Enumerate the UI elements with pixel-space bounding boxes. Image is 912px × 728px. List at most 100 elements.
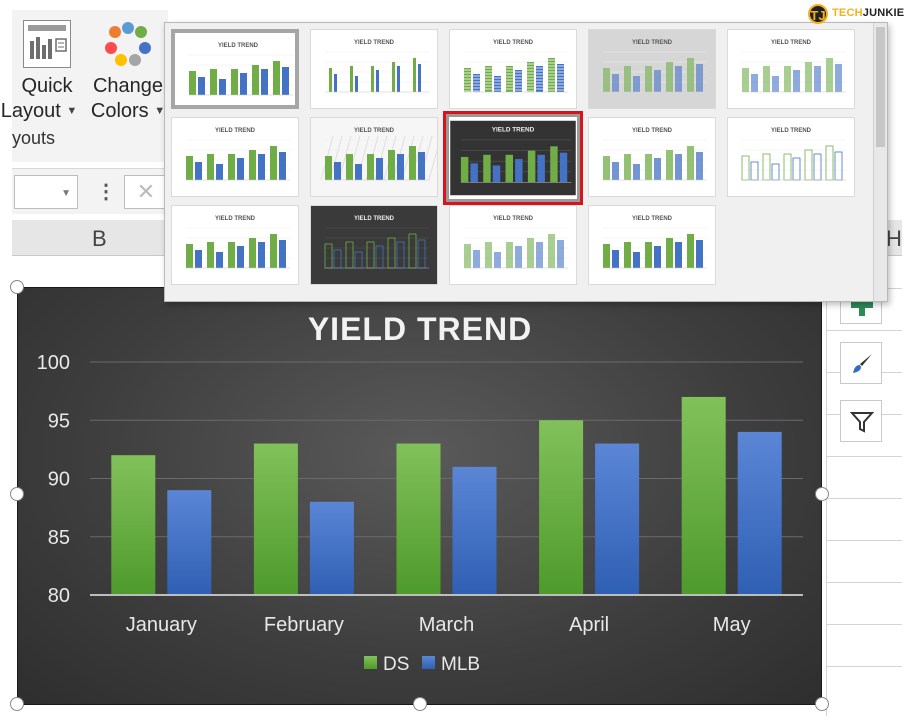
column-header-b[interactable]: B <box>92 226 107 251</box>
chart-style-thumbnail[interactable]: YIELD TREND <box>310 29 438 109</box>
filter-icon <box>850 412 874 433</box>
grid-line <box>826 498 902 499</box>
grid-line <box>826 330 902 331</box>
thumbnail-title: YIELD TREND <box>492 126 535 133</box>
x-tick-label: March <box>419 614 475 636</box>
chart-style-thumbnail[interactable]: YIELD TREND <box>171 205 299 285</box>
bar-mlb-february[interactable] <box>309 501 354 595</box>
chart-style-thumbnail[interactable]: YIELD TREND <box>449 29 577 109</box>
logo-badge: TJ <box>808 4 828 24</box>
y-tick-label: 100 <box>37 352 70 374</box>
name-box[interactable]: ▼ <box>14 175 78 209</box>
chart-style-thumbnail[interactable]: YIELD TREND <box>171 117 299 197</box>
plus-icon <box>851 294 873 316</box>
bar-ds-february[interactable] <box>253 443 298 595</box>
thumbnail-preview: YIELD TREND <box>450 120 576 196</box>
grid-line <box>826 540 902 541</box>
chart-style-thumbnail[interactable]: YIELD TREND <box>310 117 438 197</box>
resize-handle[interactable] <box>10 487 24 501</box>
thumbnail-preview: YIELD TREND <box>311 118 437 196</box>
bar-ds-march[interactable] <box>396 443 441 595</box>
y-tick-label: 90 <box>48 469 70 491</box>
color-palette-icon <box>103 20 153 68</box>
quick-layout-label-2: Layout <box>0 100 61 122</box>
thumbnail-preview: YIELD TREND <box>175 33 295 105</box>
paintbrush-icon <box>853 354 872 373</box>
thumbnail-preview: YIELD TREND <box>589 30 715 108</box>
chart-styles-button[interactable] <box>840 342 882 384</box>
thumbnail-title: YIELD TREND <box>215 216 256 222</box>
scrollbar-thumb[interactable] <box>876 27 885 147</box>
thumbnail-preview: YIELD TREND <box>172 118 298 196</box>
more-options-icon[interactable]: ⋮ <box>96 181 116 203</box>
chart-style-thumbnail[interactable]: YIELD TREND <box>727 117 855 197</box>
thumbnail-title: YIELD TREND <box>632 216 673 222</box>
x-tick-label: April <box>569 614 609 636</box>
logo-text-junkie: JUNKIE <box>862 7 905 19</box>
thumbnail-title: YIELD TREND <box>354 128 395 134</box>
thumbnail-preview: YIELD TREND <box>589 206 715 284</box>
grid-line <box>826 456 902 457</box>
chevron-down-icon: ▼ <box>154 105 166 118</box>
bar-mlb-march[interactable] <box>452 466 497 595</box>
ribbon: Quick Layout ▼ Change Colors ▼ youts <box>1 10 168 162</box>
chart-style-thumbnail[interactable]: YIELD TREND <box>449 205 577 285</box>
bar-ds-january[interactable] <box>111 455 156 595</box>
chart-style-thumbnail[interactable]: YIELD TREND <box>310 205 438 285</box>
chevron-down-icon: ▼ <box>66 105 78 118</box>
quick-layout-icon <box>23 20 71 68</box>
thumbnail-preview: YIELD TREND <box>450 206 576 284</box>
y-tick-label: 95 <box>48 410 70 432</box>
column-header-h[interactable]: H <box>886 226 902 251</box>
change-colors-label-2: Colors <box>90 100 149 122</box>
chart-title: YIELD TREND <box>308 311 532 347</box>
gallery-scrollbar[interactable] <box>873 23 887 301</box>
chart-style-thumbnail[interactable]: YIELD TREND <box>588 29 716 109</box>
thumbnail-title: YIELD TREND <box>771 128 812 134</box>
resize-handle[interactable] <box>815 697 829 711</box>
bar-ds-may[interactable] <box>681 396 726 595</box>
thumbnail-title: YIELD TREND <box>354 40 395 46</box>
resize-handle[interactable] <box>10 280 24 294</box>
thumbnail-title: YIELD TREND <box>493 216 534 222</box>
resize-handle[interactable] <box>815 487 829 501</box>
grid-line <box>826 624 902 625</box>
chart-style-thumbnail[interactable]: YIELD TREND <box>588 117 716 197</box>
chart-styles-gallery: YIELD TREND YIELD TREND YIELD TREND YIELD T… <box>164 22 888 302</box>
quick-layout-label-1: Quick <box>21 75 73 97</box>
chevron-down-icon: ▼ <box>61 188 71 199</box>
resize-handle[interactable] <box>10 697 24 711</box>
legend-label-mlb: MLB <box>441 654 480 675</box>
bar-mlb-april[interactable] <box>595 443 640 595</box>
x-tick-label: February <box>264 614 344 636</box>
thumbnail-title: YIELD TREND <box>218 43 259 49</box>
chart-style-thumbnail[interactable]: YIELD TREND <box>588 205 716 285</box>
change-colors-button[interactable]: Change Colors ▼ <box>90 20 166 124</box>
x-tick-label: January <box>126 614 197 636</box>
thumbnail-preview: YIELD TREND <box>450 30 576 108</box>
thumbnail-title: YIELD TREND <box>215 128 256 134</box>
grid-line <box>826 582 902 583</box>
chart-style-thumbnail[interactable]: YIELD TREND <box>727 29 855 109</box>
ribbon-group-label: youts <box>12 128 56 148</box>
thumbnail-title: YIELD TREND <box>771 40 812 46</box>
legend-swatch-mlb <box>422 656 435 669</box>
grid-line <box>826 256 827 716</box>
chart-style-thumbnail[interactable]: YIELD TREND <box>443 111 583 205</box>
quick-layout-button[interactable]: Quick Layout ▼ <box>1 20 78 124</box>
cancel-icon[interactable]: ✕ <box>124 175 168 209</box>
thumbnail-title: YIELD TREND <box>632 40 673 46</box>
y-tick-label: 85 <box>48 527 70 549</box>
legend-swatch-ds <box>364 656 377 669</box>
chart-filters-button[interactable] <box>840 400 882 442</box>
thumbnail-preview: YIELD TREND <box>311 206 437 284</box>
thumbnail-title: YIELD TREND <box>493 40 534 46</box>
bar-mlb-may[interactable] <box>737 431 782 595</box>
chart-style-thumbnail[interactable]: YIELD TREND <box>171 29 299 109</box>
thumbnail-preview: YIELD TREND <box>311 30 437 108</box>
chart-area[interactable]: YIELD TREND 80 85 90 95 100 January February Mar… <box>17 287 822 705</box>
yield-trend-chart: YIELD TREND 80 85 90 95 100 January February Mar… <box>37 311 803 675</box>
bar-mlb-january[interactable] <box>167 490 212 595</box>
bar-ds-april[interactable] <box>539 420 584 595</box>
resize-handle[interactable] <box>413 697 427 711</box>
